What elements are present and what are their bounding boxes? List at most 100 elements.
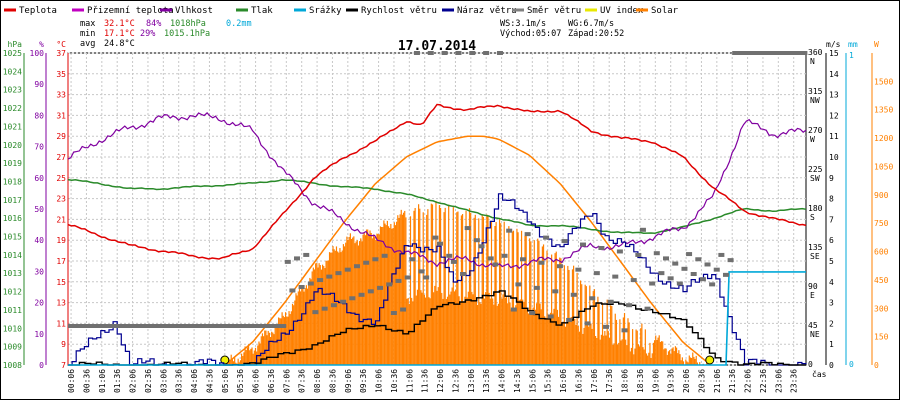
solar-bar xyxy=(424,297,427,365)
x-tick-label: 11:36 xyxy=(421,369,430,393)
direction-tick: 315 xyxy=(808,87,823,96)
wind-direction-mark xyxy=(690,272,697,276)
solar-bar xyxy=(289,314,291,365)
solar-bar xyxy=(536,303,538,365)
solar-bar xyxy=(603,335,605,365)
solar-axis-tick: 1350 xyxy=(874,106,893,115)
solar-bar xyxy=(408,303,410,365)
wind-direction-mark xyxy=(91,324,98,328)
x-tick-label: 14:06 xyxy=(498,369,507,393)
solar-bar xyxy=(538,240,540,365)
solar-bar xyxy=(576,272,578,365)
sunrise-marker xyxy=(220,355,230,365)
solar-bar xyxy=(443,212,445,365)
solar-bar xyxy=(583,327,585,365)
wind-direction-mark xyxy=(404,275,411,280)
wind-direction-mark xyxy=(330,303,337,308)
solar-bar xyxy=(655,335,657,365)
x-tick-label: 09:36 xyxy=(359,369,368,393)
wind-direction-mark xyxy=(437,241,443,246)
wind-direction-mark xyxy=(390,311,397,315)
solar-bar xyxy=(356,240,358,365)
solar-bar xyxy=(415,295,417,365)
solar-bar xyxy=(276,325,279,365)
solar-bar xyxy=(261,333,264,365)
wind-direction-mark xyxy=(593,271,600,276)
solar-bar xyxy=(692,352,694,365)
solar-bar xyxy=(608,337,611,365)
wind-direction-mark xyxy=(423,275,430,280)
solar-bar xyxy=(660,341,663,365)
solar-bar xyxy=(325,260,327,365)
wind-direction-mark xyxy=(686,252,693,257)
solar-bar xyxy=(567,265,569,365)
wind-direction-mark xyxy=(224,324,231,328)
solar-bar xyxy=(404,210,406,365)
x-tick-label: 20:06 xyxy=(682,369,691,393)
solar-bar xyxy=(269,337,272,365)
solar-bar xyxy=(524,235,526,365)
solar-bar xyxy=(337,251,339,365)
solar-bar xyxy=(455,290,457,365)
solar-bar xyxy=(520,230,523,365)
solar-bar xyxy=(431,204,434,365)
solar-bar xyxy=(621,339,623,365)
solar-bar xyxy=(419,208,421,365)
solar-bar xyxy=(645,353,648,365)
solar-bar xyxy=(557,316,560,365)
solar-bar xyxy=(439,207,442,365)
pressure-axis-tick: 1024 xyxy=(3,67,22,76)
solar-bar xyxy=(300,291,302,365)
solar-bar xyxy=(478,218,480,365)
temperature-axis-tick: 19 xyxy=(56,236,66,245)
wind-direction-mark xyxy=(483,51,490,55)
solar-bar xyxy=(510,309,512,365)
solar-bar xyxy=(619,319,621,365)
solar-bar xyxy=(308,282,310,365)
solar-bar xyxy=(622,317,624,365)
solar-bar xyxy=(548,317,550,365)
solar-bar xyxy=(632,329,634,365)
temperature-axis-tick: 27 xyxy=(56,153,66,162)
solar-bar xyxy=(347,239,349,365)
solar-bar xyxy=(541,246,543,365)
solar-bar xyxy=(563,265,565,365)
solar-bar xyxy=(267,330,269,365)
solar-bar xyxy=(663,349,665,365)
solar-bar xyxy=(264,330,266,365)
solar-bar xyxy=(311,271,313,365)
solar-bar xyxy=(544,316,546,365)
solar-bar xyxy=(502,294,504,365)
wind-direction-mark xyxy=(478,244,485,249)
solar-bar xyxy=(362,234,364,365)
solar-bar xyxy=(694,358,696,365)
wind-direction-mark xyxy=(344,267,351,272)
direction-name: NE xyxy=(810,330,820,339)
humidity-axis-unit: % xyxy=(39,40,44,49)
wind-direction-mark xyxy=(307,281,314,286)
direction-tick: 180 xyxy=(808,204,823,213)
legend-label: Přizemní teplota xyxy=(87,6,174,16)
stat-value: 29% xyxy=(140,29,155,39)
solar-bar xyxy=(665,348,667,365)
wind-direction-mark xyxy=(238,324,245,328)
wind-axis-unit: m/s xyxy=(826,40,841,49)
solar-bar xyxy=(626,345,628,365)
solar-bar xyxy=(306,288,309,365)
solar-bar xyxy=(260,336,262,365)
solar-bar xyxy=(640,328,642,365)
solar-bar xyxy=(637,344,639,365)
solar-bar xyxy=(412,301,414,365)
solar-bar xyxy=(312,267,314,365)
wind-direction-mark xyxy=(699,277,706,282)
solar-bar xyxy=(516,228,518,365)
wind-direction-mark xyxy=(552,289,559,294)
pressure-axis-tick: 1023 xyxy=(3,86,22,95)
solar-bar xyxy=(569,317,571,365)
wind-direction-mark xyxy=(372,257,379,262)
solar-bar xyxy=(507,303,509,365)
solar-bar xyxy=(378,234,380,365)
x-tick-label: 00:06 xyxy=(67,369,76,393)
solar-bar xyxy=(323,266,325,365)
x-tick-label: 13:36 xyxy=(482,369,491,393)
